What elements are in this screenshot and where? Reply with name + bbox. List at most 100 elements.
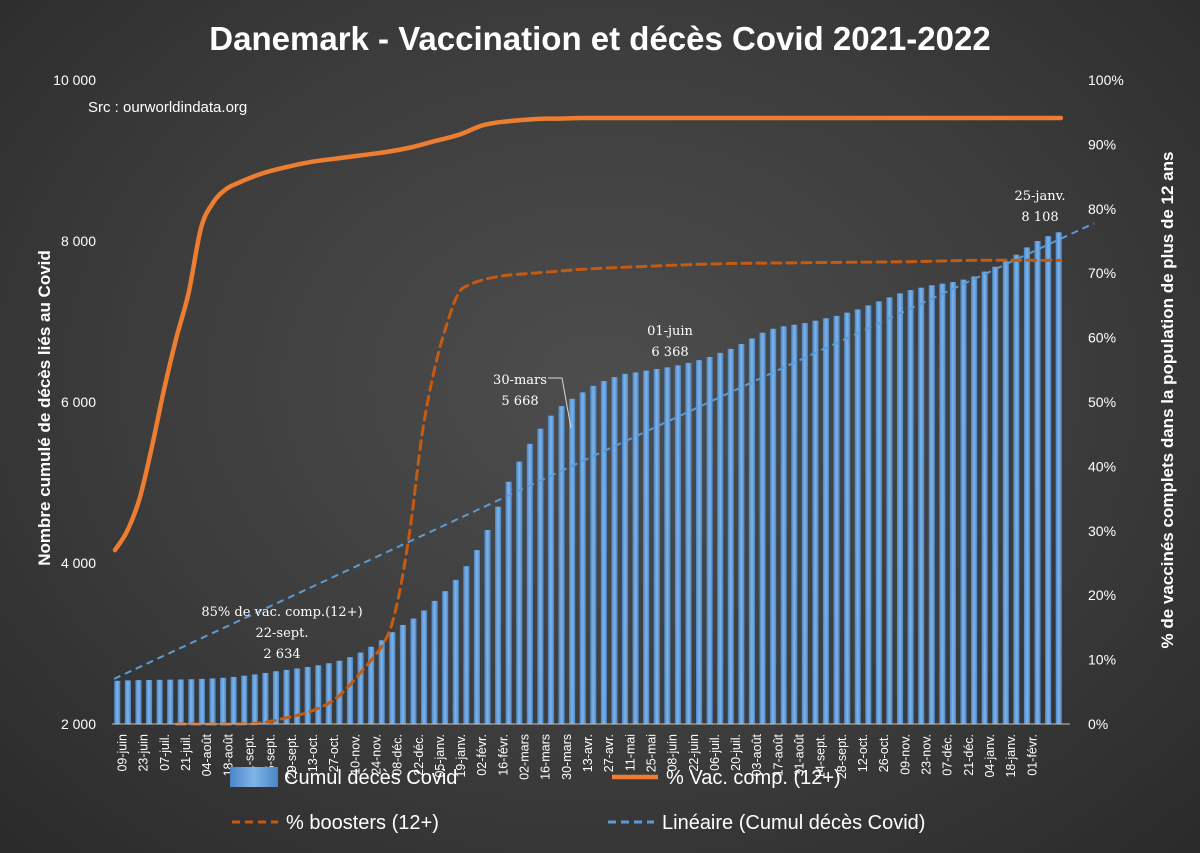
x-tick: 31-août bbox=[793, 733, 807, 776]
bar bbox=[198, 678, 205, 724]
x-tick: 13-oct. bbox=[306, 734, 320, 772]
bar bbox=[717, 352, 724, 724]
bar bbox=[188, 679, 195, 724]
bar bbox=[1055, 232, 1062, 724]
bar bbox=[410, 618, 417, 724]
bar bbox=[664, 367, 671, 724]
chart-title: Danemark - Vaccination et décès Covid 20… bbox=[209, 20, 990, 57]
bar bbox=[738, 344, 745, 724]
bar bbox=[378, 640, 385, 724]
y-tick-right: 30% bbox=[1088, 523, 1116, 539]
bar bbox=[526, 443, 533, 724]
x-tick: 22-juin bbox=[687, 734, 701, 772]
bar bbox=[209, 678, 216, 724]
data-label: 30-mars bbox=[493, 373, 547, 388]
bar bbox=[981, 271, 988, 724]
bar bbox=[621, 373, 629, 724]
x-tick: 01-févr. bbox=[1025, 734, 1039, 776]
bar bbox=[727, 348, 734, 724]
y-tick-right: 20% bbox=[1088, 587, 1116, 603]
bar bbox=[1002, 261, 1009, 724]
bar bbox=[865, 305, 872, 724]
y-tick-right: 80% bbox=[1088, 201, 1116, 217]
y-tick-right: 70% bbox=[1088, 265, 1116, 281]
bar bbox=[473, 550, 481, 724]
bar bbox=[516, 461, 523, 724]
x-tick: 23-juin bbox=[137, 734, 151, 772]
bar bbox=[674, 365, 681, 724]
bar bbox=[791, 324, 798, 724]
x-tick: 16-mars bbox=[539, 734, 553, 780]
data-label: 85% de vac. comp.(12+) bbox=[201, 605, 362, 620]
bar bbox=[230, 676, 237, 724]
bar bbox=[770, 328, 777, 724]
bar bbox=[537, 428, 544, 724]
y-tick-right: 90% bbox=[1088, 136, 1116, 152]
x-tick: 17-août bbox=[771, 733, 785, 776]
x-tick: 19-janv. bbox=[454, 734, 468, 778]
x-tick: 06-juil. bbox=[708, 734, 722, 771]
bar bbox=[357, 652, 364, 724]
bar bbox=[896, 293, 904, 724]
bar bbox=[569, 398, 576, 724]
bar bbox=[177, 679, 184, 724]
bar bbox=[928, 285, 935, 724]
bar bbox=[262, 672, 269, 724]
bar bbox=[1013, 254, 1020, 724]
bar bbox=[558, 406, 565, 724]
bar bbox=[748, 338, 756, 724]
data-label: 22-sept. bbox=[256, 626, 309, 641]
bar bbox=[939, 283, 946, 724]
y-tick-right: 10% bbox=[1088, 652, 1116, 668]
x-tick: 02-févr. bbox=[475, 734, 489, 776]
bar bbox=[368, 646, 375, 724]
bar bbox=[812, 320, 819, 724]
x-tick: 25-mai bbox=[644, 734, 658, 772]
bar bbox=[399, 624, 406, 724]
y-tick-right: 40% bbox=[1088, 458, 1116, 474]
data-label: 01-juin bbox=[647, 324, 693, 339]
bar bbox=[114, 680, 121, 724]
bar bbox=[241, 675, 248, 724]
bar bbox=[484, 529, 491, 724]
bar bbox=[992, 266, 999, 724]
bar bbox=[706, 356, 713, 724]
bar bbox=[420, 610, 428, 724]
y-tick-left: 10 000 bbox=[53, 72, 96, 88]
bars-layer bbox=[114, 232, 1062, 725]
bar bbox=[600, 381, 607, 724]
boosters-line bbox=[174, 258, 1063, 726]
bar bbox=[124, 680, 131, 724]
bar bbox=[960, 279, 967, 724]
bar bbox=[822, 318, 830, 724]
x-tick: 20-juil. bbox=[729, 734, 743, 771]
bar bbox=[685, 362, 692, 724]
axes-layer: 2 000 4 000 6 000 8 000 10 000 0% 10% 20% 30% 40%… bbox=[53, 72, 1124, 780]
bar bbox=[315, 665, 322, 724]
data-label: 8 108 bbox=[1021, 210, 1058, 225]
bar bbox=[219, 677, 227, 724]
bar bbox=[907, 290, 914, 724]
bar bbox=[1034, 241, 1041, 724]
bar bbox=[389, 632, 396, 724]
x-tick: 29-sept. bbox=[285, 734, 299, 779]
y-tick-right: 100% bbox=[1088, 72, 1124, 88]
bar bbox=[759, 332, 766, 724]
legend: Cumul décès Covid % Vac. comp. (12+) % boo… bbox=[230, 767, 925, 834]
y-tick-left: 2 000 bbox=[61, 716, 96, 732]
x-tick: 23-nov. bbox=[919, 734, 933, 775]
y-tick-right: 60% bbox=[1088, 330, 1116, 346]
bar bbox=[346, 657, 354, 724]
y-tick-right: 0% bbox=[1088, 716, 1108, 732]
legend-label: % boosters (12+) bbox=[286, 812, 439, 834]
x-tick: 09-nov. bbox=[898, 734, 912, 775]
bar bbox=[431, 600, 438, 724]
bar bbox=[949, 282, 957, 724]
y-axis-left-label: Nombre cumulé de décès liés au Covid bbox=[35, 250, 54, 566]
bar bbox=[495, 506, 502, 724]
x-tick: 07-juil. bbox=[158, 734, 172, 771]
bar bbox=[886, 297, 893, 724]
bar bbox=[505, 481, 512, 724]
x-tick: 30-mars bbox=[560, 734, 574, 780]
